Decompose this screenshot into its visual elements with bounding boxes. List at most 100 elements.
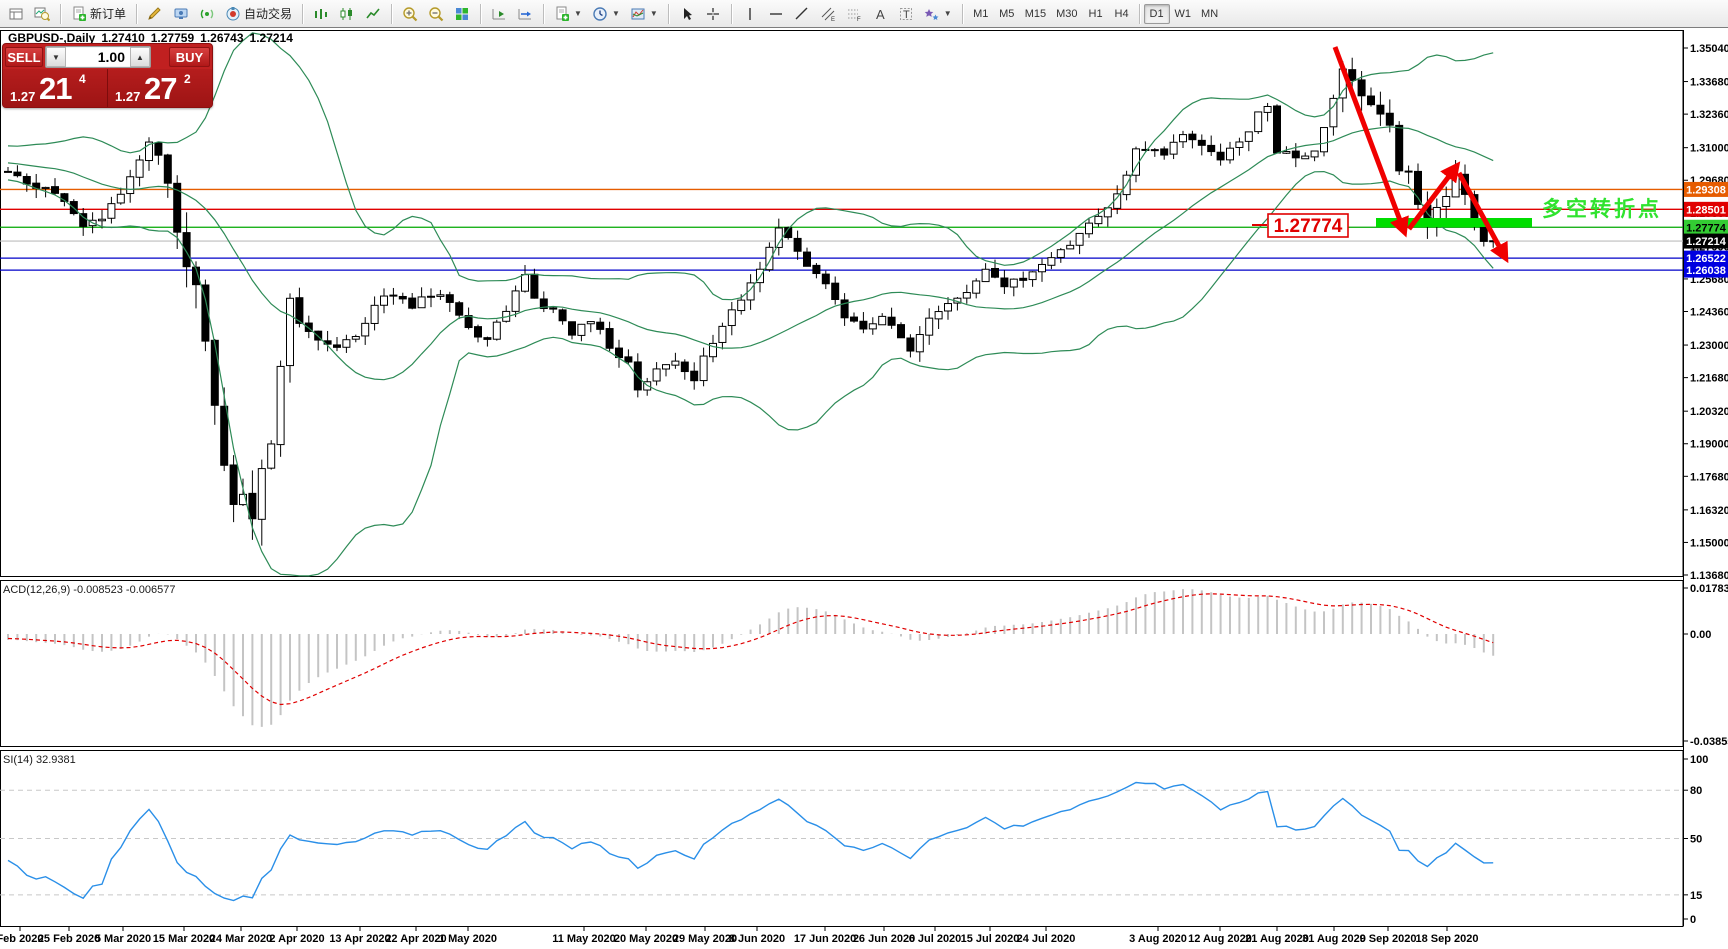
fibonacci-icon: F [847, 9, 861, 22]
trend-arrow[interactable] [1332, 46, 1409, 238]
timeframe-h1-button[interactable]: H1 [1088, 7, 1103, 20]
templates-icon [631, 8, 645, 19]
metaeditor-icon[interactable] [142, 2, 168, 26]
toolbar-separator [302, 3, 304, 24]
profiles-icon [593, 6, 607, 21]
toolbar-separator [480, 3, 482, 24]
trend-arrow[interactable] [1456, 171, 1509, 264]
date-axis-label: 26 Jun 2020 [853, 933, 915, 945]
profiles-button[interactable]: ▼ [587, 2, 625, 26]
new-order-icon [73, 6, 86, 21]
cursor-button[interactable] [674, 2, 700, 26]
rsi-axis-label: 0 [1690, 914, 1696, 926]
vertical-line-button[interactable] [737, 2, 763, 26]
market-icon[interactable] [168, 2, 194, 26]
crosshair-icon [706, 7, 719, 20]
new-chart-icon [556, 6, 570, 21]
horizontal-line-button[interactable] [763, 2, 789, 26]
new-order-button[interactable]: 新订单 [66, 2, 131, 26]
candle-chart-icon [340, 7, 353, 20]
fibonacci-button[interactable]: F [841, 2, 867, 26]
volume-input[interactable] [66, 48, 130, 66]
label-button[interactable]: T [893, 2, 919, 26]
date-axis-label: 22 Apr 2020 [385, 933, 446, 945]
text-button[interactable]: A [867, 2, 893, 26]
date-axis-label: 6 Jul 2020 [909, 933, 962, 945]
chart-shift-button[interactable] [512, 2, 538, 26]
templates-button[interactable]: ▼ [625, 2, 663, 26]
trendline-button[interactable] [789, 2, 815, 26]
dropdown-arrow-icon: ▼ [574, 9, 582, 18]
chart-close: 1.27214 [249, 31, 293, 45]
turning-point-annotation[interactable]: 多空转折点 [1542, 197, 1662, 221]
horizontal-line-icon [769, 12, 782, 15]
text-icon: A [876, 7, 885, 22]
date-axis-label: 9 Sep 2020 [1360, 933, 1417, 945]
timeframe-w1-button[interactable]: W1 [1174, 7, 1192, 20]
price-tag-text: 1.26038 [1686, 265, 1726, 277]
chart-title: GBPUSD-,Daily 1.27410 1.27759 1.26743 1.2721… [8, 31, 299, 45]
sell-price-small: 1.27 [10, 89, 36, 104]
volume-decrease-button[interactable]: ▼ [46, 47, 66, 67]
macd-axis-label: 0.00 [1690, 629, 1711, 641]
price-axis: 1.350401.336801.323601.310001.296801.283… [1683, 30, 1728, 926]
bar-chart-button[interactable] [308, 2, 334, 26]
candle-chart-button[interactable] [334, 2, 360, 26]
bar-chart-icon [315, 8, 328, 19]
autotrading-button[interactable]: 自动交易 [220, 2, 297, 26]
tile-windows-button[interactable] [449, 2, 475, 26]
svg-text:F: F [857, 17, 861, 22]
toolbar-separator [667, 3, 669, 24]
timeframe-m1-button[interactable]: M1 [973, 7, 989, 20]
strategy-tester-icon[interactable] [29, 2, 55, 26]
price-axis-label: 1.33680 [1690, 77, 1728, 89]
timeframe-d1-button[interactable]: D1 [1143, 3, 1170, 24]
timeframe-mn-button[interactable]: MN [1201, 7, 1219, 20]
zoom-in-icon [403, 6, 418, 21]
timeframe-m15-button[interactable]: M15 [1024, 7, 1047, 20]
price-callout-box[interactable] [1267, 213, 1349, 238]
date-axis-label: 8 Jun 2020 [729, 933, 785, 945]
new-chart-button[interactable]: ▼ [549, 2, 587, 26]
price-axis-label: 1.16320 [1690, 505, 1728, 517]
trend-arrow[interactable] [1407, 161, 1461, 231]
zoom-in-button[interactable] [397, 2, 423, 26]
toolbar-separator [391, 3, 393, 24]
charts-list-icon[interactable] [3, 2, 29, 26]
rsi-axis-label: 50 [1690, 834, 1702, 846]
svg-text:A: A [876, 7, 885, 22]
price-levels-layer [0, 188, 1683, 271]
cursor-icon [683, 7, 692, 20]
price-axis-label: 1.21680 [1690, 373, 1728, 385]
timeframe-m30-button[interactable]: M30 [1056, 7, 1078, 20]
zoom-out-button[interactable] [423, 2, 449, 26]
dropdown-arrow-icon: ▼ [943, 9, 952, 18]
buy-button[interactable]: BUY [169, 47, 210, 67]
dropdown-arrow-icon: ▼ [649, 9, 658, 18]
price-tag-text: 1.26522 [1686, 253, 1726, 265]
toolbar: 新订单 自动交易 ▼ ▼ ▼ E F A T ▼ M1 M5 M15 M30 H1 H4 D1 W1 MN [0, 0, 1728, 28]
channel-button[interactable]: E [815, 2, 841, 26]
buy-price-display[interactable]: 1.27 27 2 [108, 69, 212, 107]
date-axis-label: 24 Mar 2020 [210, 933, 272, 945]
price-axis-label: 1.13680 [1690, 570, 1728, 582]
new-order-button-label: 新订单 [90, 7, 127, 21]
price-axis-label: 1.24360 [1690, 307, 1728, 319]
support-zone-bar[interactable] [1376, 218, 1532, 227]
line-chart-button[interactable] [360, 2, 386, 26]
auto-scroll-button[interactable] [486, 2, 512, 26]
sell-button[interactable]: SELL [5, 47, 43, 67]
signals-icon[interactable] [194, 2, 220, 26]
rsi-label: SI(14) 32.9381 [3, 754, 76, 766]
timeframe-m5-button[interactable]: M5 [999, 7, 1015, 20]
volume-increase-button[interactable]: ▲ [130, 47, 150, 67]
toolbar-separator [543, 3, 545, 24]
auto-scroll-icon [492, 8, 506, 19]
strategy-tester-icon-icon [34, 7, 50, 21]
trendline-icon [795, 7, 808, 19]
sell-price-display[interactable]: 1.27 21 4 [3, 69, 108, 107]
crosshair-button[interactable] [700, 2, 726, 26]
shapes-button[interactable]: ▼ [919, 2, 957, 26]
timeframe-h4-button[interactable]: H4 [1114, 7, 1129, 20]
